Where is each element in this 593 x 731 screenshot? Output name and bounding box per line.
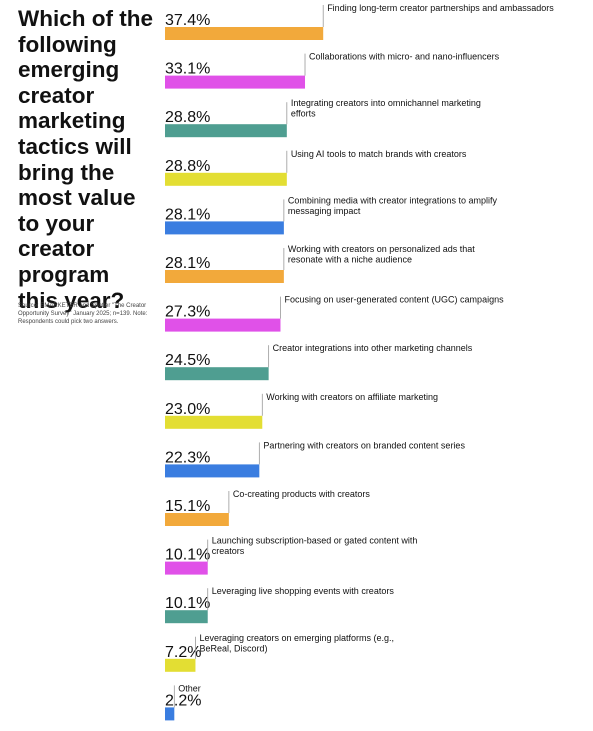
chart-title: Which of the following emerging creator …	[18, 6, 153, 313]
bar-10	[165, 464, 260, 478]
value-label-8: 24.5%	[165, 352, 210, 369]
category-label-7: Focusing on user-generated content (UGC)…	[284, 295, 504, 305]
category-label-6: Working with creators on personalized ad…	[288, 244, 475, 265]
category-label-4: Using AI tools to match brands with crea…	[291, 149, 467, 159]
category-label-10: Partnering with creators on branded cont…	[263, 440, 465, 450]
value-label-2: 33.1%	[165, 61, 210, 78]
category-label-13: Leveraging live shopping events with cre…	[212, 586, 395, 596]
bar-1	[165, 27, 324, 40]
bar-11	[165, 513, 229, 526]
value-label-15: 2.2%	[165, 692, 201, 709]
category-label-11: Co-creating products with creators	[233, 489, 371, 499]
bar-6	[165, 270, 284, 283]
value-label-14: 7.2%	[165, 644, 201, 661]
category-label-15: Other	[178, 683, 201, 693]
value-label-9: 23.0%	[165, 401, 210, 418]
bar-7	[165, 318, 281, 332]
category-label-14: Leveraging creators on emerging platform…	[199, 633, 394, 654]
category-label-1: Finding long-term creator partnerships a…	[327, 3, 554, 13]
value-label-5: 28.1%	[165, 206, 210, 223]
bar-12	[165, 561, 208, 575]
category-label-2: Collaborations with micro- and nano-infl…	[309, 52, 500, 62]
value-label-13: 10.1%	[165, 595, 210, 612]
value-label-4: 28.8%	[165, 158, 210, 175]
category-label-12: Launching subscription-based or gated co…	[212, 536, 418, 557]
category-label-8: Creator integrations into other marketin…	[273, 343, 473, 353]
bar-4	[165, 172, 287, 186]
bar-2	[165, 75, 306, 89]
value-label-3: 28.8%	[165, 109, 210, 126]
bar-15	[165, 707, 175, 721]
value-label-6: 28.1%	[165, 255, 210, 272]
value-label-12: 10.1%	[165, 547, 210, 564]
value-label-1: 37.4%	[165, 12, 210, 29]
bar-3	[165, 124, 287, 138]
category-label-3: Integrating creators into omnichannel ma…	[291, 98, 481, 119]
source-note: Source: EMARKETER and Spotter "The Creat…	[18, 303, 148, 325]
value-label-7: 27.3%	[165, 304, 210, 321]
bar-14	[165, 658, 196, 672]
value-label-10: 22.3%	[165, 449, 210, 466]
bar-13	[165, 610, 208, 624]
bar-5	[165, 221, 284, 235]
bar-8	[165, 367, 269, 381]
bar-9	[165, 415, 263, 429]
category-label-9: Working with creators on affiliate marke…	[266, 392, 438, 402]
value-label-11: 15.1%	[165, 498, 210, 515]
category-label-5: Combining media with creator integration…	[288, 195, 498, 216]
